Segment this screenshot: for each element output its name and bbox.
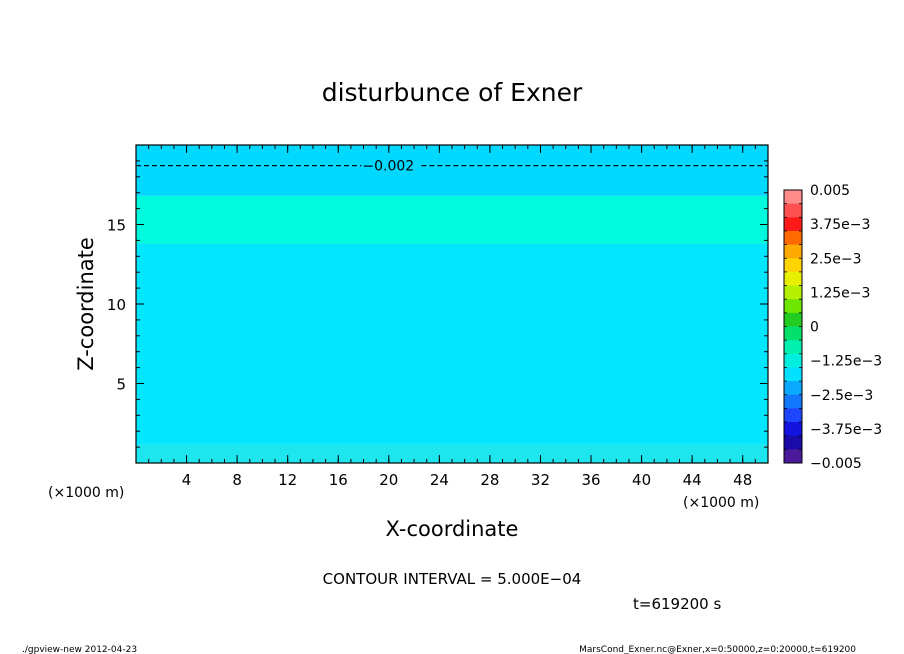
y-tick-label: 15 bbox=[107, 217, 126, 235]
colorbar-swatch bbox=[784, 381, 802, 396]
time-label: t=619200 s bbox=[633, 595, 721, 613]
colorbar-label: 3.75e−3 bbox=[810, 217, 870, 233]
colorbar-swatch bbox=[784, 244, 802, 259]
colorbar-swatch bbox=[784, 408, 802, 423]
x-tick-label: 24 bbox=[430, 471, 449, 489]
colorbar bbox=[783, 189, 803, 464]
contour-lines: −0.002 bbox=[136, 159, 768, 175]
x-tick-label: 20 bbox=[379, 471, 398, 489]
colorbar-swatch bbox=[784, 217, 802, 232]
colorbar-swatch bbox=[784, 299, 802, 314]
x-tick-label: 4 bbox=[182, 471, 192, 489]
colorbar-swatch bbox=[784, 326, 802, 341]
colorbar-border bbox=[783, 189, 803, 464]
colorbar-swatch bbox=[784, 435, 802, 450]
x-axis-ticks: 4 8 12 16 20 24 28 32 36 40 44 48 bbox=[148, 145, 756, 489]
x-axis-label: X-coordinate bbox=[386, 517, 519, 541]
x-tick-label: 8 bbox=[232, 471, 242, 489]
colorbar-label: 0.005 bbox=[810, 183, 850, 199]
y-axis-ticks: 5 10 15 bbox=[107, 160, 768, 448]
contour-band bbox=[136, 145, 768, 196]
contour-band bbox=[136, 243, 768, 444]
colorbar-swatch bbox=[784, 312, 802, 327]
x-tick-label: 40 bbox=[632, 471, 651, 489]
contour-fill-bands bbox=[136, 145, 768, 463]
x-tick-label: 48 bbox=[733, 471, 752, 489]
y-axis-label: Z-coordinate bbox=[74, 237, 98, 371]
colorbar-label: −3.75e−3 bbox=[810, 422, 882, 438]
colorbar-swatch bbox=[784, 394, 802, 409]
x-axis-unit: (×1000 m) bbox=[683, 495, 759, 511]
colorbar-label: 1.25e−3 bbox=[810, 285, 870, 301]
colorbar-swatch bbox=[784, 190, 802, 205]
x-tick-label: 44 bbox=[683, 471, 702, 489]
chart-title: disturbunce of Exner bbox=[322, 78, 583, 107]
footer-left: ./gpview-new 2012-04-23 bbox=[22, 645, 137, 654]
y-axis-unit: (×1000 m) bbox=[48, 485, 124, 501]
colorbar-swatch bbox=[784, 422, 802, 437]
colorbar-swatch bbox=[784, 271, 802, 286]
y-tick-label: 5 bbox=[116, 376, 126, 394]
colorbar-labels: 0.005 3.75e−3 2.5e−3 1.25e−3 0 −1.25e−3 −2.5e−… bbox=[810, 183, 882, 472]
x-tick-label: 16 bbox=[329, 471, 348, 489]
footer-right: MarsCond_Exner.nc@Exner,x=0:50000,z=0:20… bbox=[579, 645, 856, 654]
colorbar-swatch bbox=[784, 258, 802, 273]
x-tick-label: 28 bbox=[480, 471, 499, 489]
colorbar-swatch bbox=[784, 203, 802, 218]
colorbar-label: 2.5e−3 bbox=[810, 251, 862, 267]
colorbar-swatch bbox=[784, 449, 802, 464]
colorbar-swatch bbox=[784, 340, 802, 355]
x-tick-label: 36 bbox=[581, 471, 600, 489]
colorbar-swatch bbox=[784, 230, 802, 245]
colorbar-swatch bbox=[784, 367, 802, 382]
colorbar-label: −2.5e−3 bbox=[810, 388, 873, 404]
colorbar-swatch bbox=[784, 353, 802, 368]
contour-label: −0.002 bbox=[362, 159, 414, 175]
colorbar-label: −1.25e−3 bbox=[810, 354, 882, 370]
colorbar-label: −0.005 bbox=[810, 456, 862, 472]
x-tick-label: 32 bbox=[531, 471, 550, 489]
contour-band bbox=[136, 195, 768, 244]
contour-interval: CONTOUR INTERVAL = 5.000E−04 bbox=[323, 570, 582, 588]
contour-band bbox=[136, 443, 768, 463]
y-tick-label: 10 bbox=[107, 296, 126, 314]
colorbar-swatch bbox=[784, 285, 802, 300]
colorbar-label: 0 bbox=[810, 320, 819, 336]
x-tick-label: 12 bbox=[278, 471, 297, 489]
